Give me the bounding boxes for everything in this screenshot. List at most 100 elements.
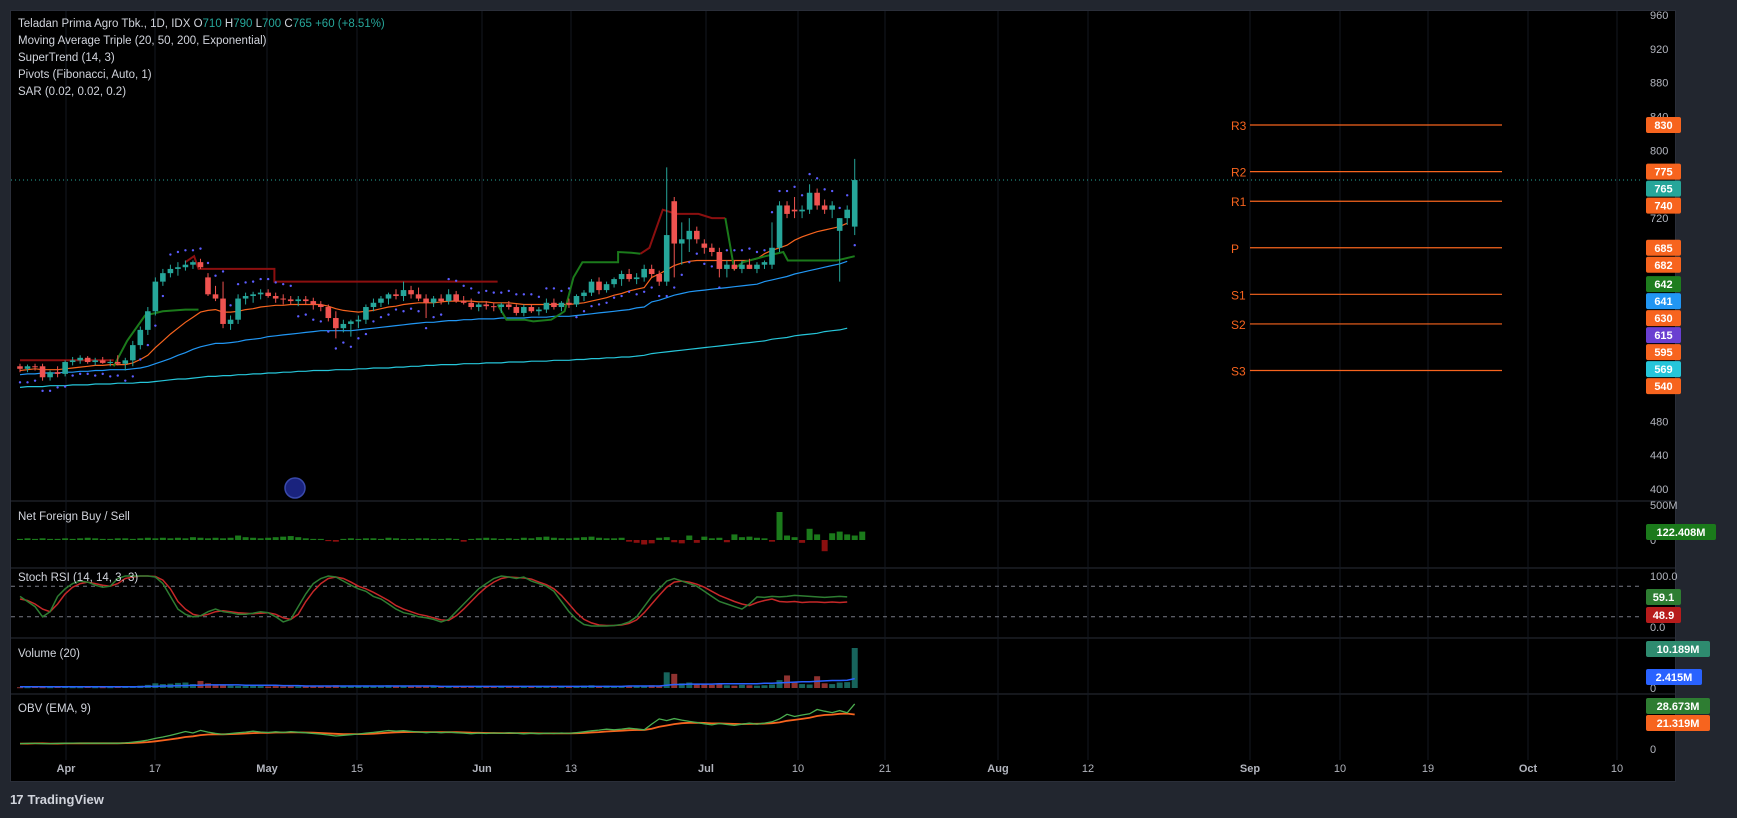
candle-body bbox=[814, 192, 820, 206]
volume-bar bbox=[287, 686, 294, 688]
indicator-ema-legend[interactable]: Moving Average Triple (20, 50, 200, Expo… bbox=[18, 35, 267, 47]
sar-dot bbox=[778, 189, 781, 193]
volume-bar bbox=[769, 684, 775, 688]
sar-dot bbox=[748, 247, 751, 250]
volume-ma-line bbox=[20, 677, 855, 688]
obv-badge bbox=[1646, 698, 1710, 714]
volume-bar bbox=[272, 686, 279, 688]
net-foreign-bar bbox=[205, 538, 211, 540]
volume-bar bbox=[565, 686, 572, 688]
candle-body bbox=[671, 201, 678, 244]
net-foreign-bar bbox=[182, 538, 189, 540]
stoch-rsi-title[interactable]: Stoch RSI (14, 14, 3, 3) bbox=[18, 572, 139, 584]
chart-frame bbox=[10, 10, 1676, 782]
net-foreign-bar bbox=[280, 536, 287, 540]
candle-body bbox=[829, 205, 835, 210]
candle-body bbox=[686, 230, 693, 240]
net-foreign-bar bbox=[227, 537, 234, 540]
indicator-sar-legend[interactable]: SAR (0.02, 0.02, 0.2) bbox=[18, 86, 127, 98]
volume-bar bbox=[17, 687, 23, 689]
net-foreign-bar bbox=[468, 538, 475, 540]
sar-dot bbox=[71, 374, 74, 377]
price-badge-label: 740 bbox=[1654, 201, 1672, 213]
candle-body bbox=[265, 292, 271, 297]
pivot-label: S1 bbox=[1231, 288, 1246, 302]
candle-body bbox=[475, 304, 482, 308]
sar-dot bbox=[597, 303, 601, 306]
sar-dot bbox=[770, 211, 774, 214]
time-tick-label: 21 bbox=[879, 763, 891, 775]
sar-dot bbox=[703, 262, 706, 266]
volume-bar bbox=[821, 683, 828, 688]
net-foreign-bar bbox=[355, 538, 362, 540]
tradingview-logo[interactable]: 17 TradingView bbox=[10, 792, 104, 807]
candle-body bbox=[190, 262, 196, 265]
net-foreign-title[interactable]: Net Foreign Buy / Sell bbox=[18, 511, 130, 523]
net-foreign-bar bbox=[77, 538, 84, 540]
net-foreign-bar bbox=[189, 537, 196, 540]
price-badge-label: 642 bbox=[1654, 279, 1672, 291]
candle-body bbox=[694, 230, 700, 240]
volume-title[interactable]: Volume (20) bbox=[18, 648, 81, 660]
obv-ema-badge-label: 21.319M bbox=[1657, 718, 1700, 730]
price-badge bbox=[1646, 239, 1681, 256]
candle-body bbox=[468, 302, 474, 308]
candle-body bbox=[844, 209, 850, 219]
net-foreign-bar bbox=[32, 538, 39, 540]
ohlc-key-c: C bbox=[281, 18, 293, 30]
net-foreign-bar bbox=[317, 538, 324, 540]
obv-title[interactable]: OBV (EMA, 9) bbox=[18, 703, 91, 715]
candle-body bbox=[483, 304, 490, 307]
net-foreign-bar bbox=[460, 540, 467, 542]
net-foreign-bar bbox=[385, 537, 392, 540]
candle-body bbox=[626, 274, 632, 280]
net-foreign-bar bbox=[663, 537, 670, 540]
volume-bar bbox=[671, 673, 678, 688]
indicator-pivots-legend[interactable]: Pivots (Fibonacci, Auto, 1) bbox=[18, 69, 152, 81]
sar-dot bbox=[740, 249, 744, 252]
indicator-supertrend-legend[interactable]: SuperTrend (14, 3) bbox=[18, 52, 115, 64]
candle-body bbox=[663, 235, 670, 282]
net-foreign-bar bbox=[693, 540, 700, 543]
price-change: +60 (+8.51%) bbox=[315, 18, 385, 30]
sar-dot bbox=[402, 310, 405, 313]
sar-dot bbox=[251, 280, 255, 283]
candle-body bbox=[648, 268, 655, 275]
candle-body bbox=[130, 345, 136, 361]
supertrend-line bbox=[496, 250, 641, 323]
candle-body bbox=[490, 306, 497, 308]
volume-bar bbox=[250, 685, 257, 688]
candle-body bbox=[821, 205, 828, 210]
sar-dot bbox=[575, 315, 578, 319]
candle-body bbox=[453, 294, 459, 302]
sar-dot bbox=[101, 372, 104, 376]
candle-body bbox=[445, 294, 452, 302]
volume-bar bbox=[543, 686, 550, 688]
candle-body bbox=[333, 318, 339, 329]
candle-body bbox=[678, 239, 685, 244]
net-foreign-bar bbox=[92, 538, 99, 540]
sar-dot bbox=[673, 286, 676, 289]
net-foreign-bar bbox=[325, 540, 332, 542]
candle-body bbox=[363, 307, 369, 320]
net-foreign-bar bbox=[220, 538, 227, 540]
obv-badge-label: 28.673M bbox=[1657, 701, 1700, 713]
net-foreign-bar bbox=[581, 537, 587, 540]
net-foreign-bar bbox=[84, 537, 91, 540]
sar-dot bbox=[582, 310, 586, 313]
volume-bar bbox=[92, 687, 99, 689]
price-tick-label: 720 bbox=[1650, 213, 1668, 225]
volume-bar bbox=[47, 687, 54, 689]
net-foreign-bar bbox=[332, 540, 339, 542]
volume-bar bbox=[784, 675, 791, 688]
candle-body bbox=[235, 298, 241, 320]
volume-bar bbox=[242, 686, 249, 688]
sar-dot bbox=[838, 206, 841, 210]
candle-body bbox=[370, 302, 377, 308]
price-badge bbox=[1646, 361, 1681, 378]
volume-bar bbox=[460, 686, 467, 688]
volume-bar bbox=[490, 686, 497, 688]
sar-dot bbox=[334, 347, 338, 350]
net-foreign-bar bbox=[633, 540, 640, 543]
